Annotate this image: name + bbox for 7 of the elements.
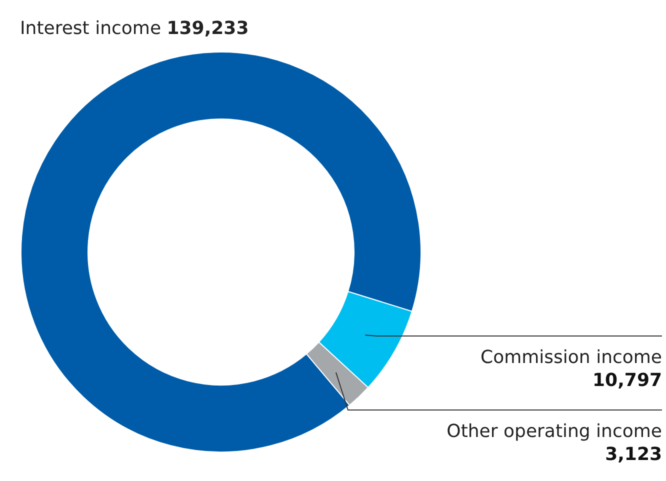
donut-slice — [20, 52, 422, 452]
data-label: 139,233 — [166, 18, 249, 39]
slice-label: Other operating income — [446, 421, 662, 442]
data-label: 3,123 — [605, 444, 662, 465]
data-label: 10,797 — [592, 370, 662, 391]
slice-label: Interest income — [20, 18, 167, 39]
slice-label: Commission income — [480, 347, 662, 368]
